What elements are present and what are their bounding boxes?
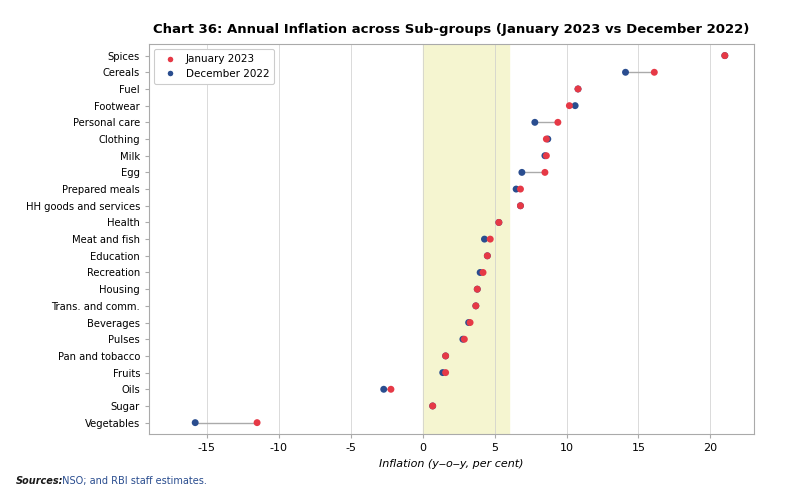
Point — [619, 68, 632, 76]
Point — [493, 219, 506, 226]
Point — [440, 369, 452, 377]
Point — [510, 185, 523, 193]
Point — [552, 119, 564, 126]
Bar — [422, 44, 509, 434]
Point — [481, 252, 494, 260]
Point — [251, 419, 264, 427]
Point — [493, 219, 506, 226]
Point — [385, 386, 397, 393]
X-axis label: Inflation (y‒o‒y, per cent): Inflation (y‒o‒y, per cent) — [379, 459, 524, 469]
Point — [457, 335, 469, 343]
Title: Chart 36: Annual Inflation across Sub-groups (January 2023 vs December 2022): Chart 36: Annual Inflation across Sub-gr… — [153, 23, 750, 36]
Point — [539, 152, 551, 160]
Point — [516, 168, 528, 176]
Point — [484, 235, 496, 243]
Legend: January 2023, December 2022: January 2023, December 2022 — [155, 49, 275, 84]
Point — [514, 202, 527, 210]
Point — [440, 352, 452, 360]
Point — [471, 285, 484, 293]
Point — [648, 68, 661, 76]
Point — [476, 268, 489, 276]
Point — [542, 135, 554, 143]
Point — [378, 386, 390, 393]
Point — [464, 319, 476, 326]
Point — [528, 119, 541, 126]
Point — [540, 135, 553, 143]
Text: NSO; and RBI staff estimates.: NSO; and RBI staff estimates. — [59, 476, 206, 486]
Point — [458, 335, 471, 343]
Point — [539, 168, 551, 176]
Point — [718, 52, 731, 60]
Point — [440, 352, 452, 360]
Point — [426, 402, 439, 410]
Point — [571, 85, 584, 93]
Point — [514, 202, 527, 210]
Point — [436, 369, 449, 377]
Point — [469, 302, 482, 310]
Text: Sources:: Sources: — [16, 476, 64, 486]
Point — [514, 185, 527, 193]
Point — [189, 419, 202, 427]
Point — [571, 85, 584, 93]
Point — [563, 102, 575, 109]
Point — [540, 152, 553, 160]
Point — [481, 252, 494, 260]
Point — [469, 302, 482, 310]
Point — [474, 268, 487, 276]
Point — [478, 235, 491, 243]
Point — [718, 52, 731, 60]
Point — [426, 402, 439, 410]
Point — [462, 319, 475, 326]
Point — [471, 285, 484, 293]
Point — [569, 102, 582, 109]
